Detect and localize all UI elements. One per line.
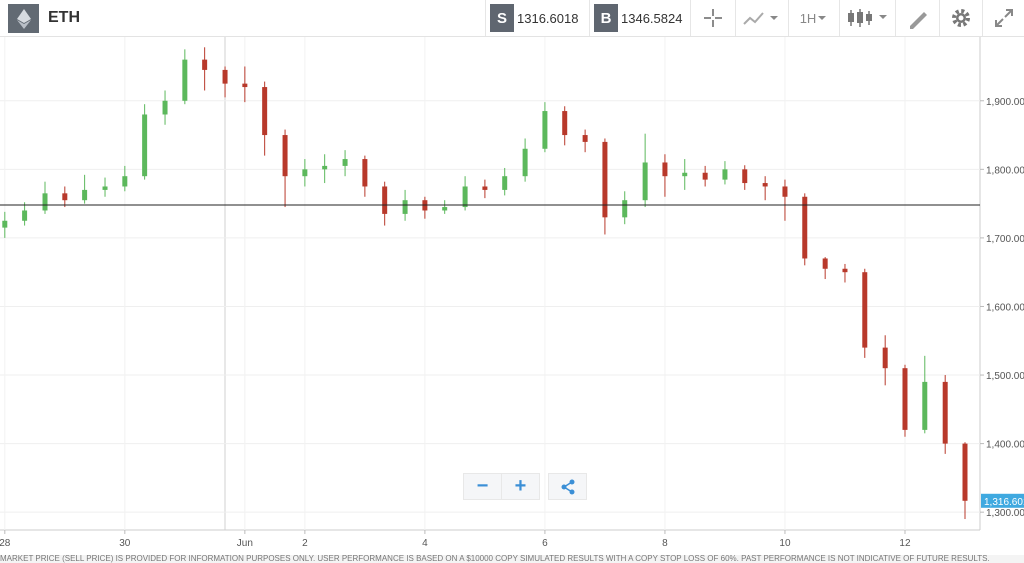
symbol-icon [8,4,39,33]
x-tick-label: 12 [899,538,911,549]
sell-badge: S [490,4,514,32]
candle-icon [847,9,887,27]
zoom-in-button[interactable]: + [501,473,540,500]
y-tick-label: 1,300.000 [986,508,1024,519]
candle-style-button[interactable] [839,0,895,36]
candle-body [302,169,308,177]
candle-body [742,169,748,184]
sell-price: 1316.6018 [517,10,579,26]
candle-body [542,111,548,149]
x-tick-label: 2 [302,538,308,549]
x-tick-label: 28 [0,538,11,549]
candle-body [862,272,868,348]
candle-body [602,141,608,218]
x-tick-label: 10 [779,538,791,549]
settings-button[interactable] [939,0,982,36]
candle-body [182,59,188,101]
chart-type-button[interactable] [735,0,788,36]
candle-body [222,69,228,84]
candle-body [142,114,148,177]
buy-price: 1346.5824 [621,10,683,26]
buy-button[interactable]: B 1346.5824 [589,0,689,36]
y-tick-label: 1,400.000 [986,440,1024,451]
fullscreen-icon [995,9,1013,27]
candle-body [322,165,328,170]
x-tick-label: Jun [237,538,253,549]
last-price-label: 1,316.601 [984,497,1024,508]
candle-body [2,220,8,228]
candle-body [962,443,968,501]
dropdown-icon [818,16,827,20]
candle-body [882,347,888,369]
candle-body [722,169,728,180]
zoom-out-button[interactable]: − [463,473,502,500]
candle-body [202,59,208,70]
x-tick-label: 6 [542,538,548,549]
x-tick-label: 8 [662,538,668,549]
candle-body [282,135,288,177]
y-tick-label: 1,800.000 [986,165,1024,176]
y-tick-label: 1,700.000 [986,234,1024,245]
symbol: ETH [48,9,80,26]
eth-logo [16,8,31,29]
candle-body [382,186,388,214]
candle-body [442,207,448,211]
candle-body [502,176,508,190]
candle-body [902,368,908,430]
crosshair-button[interactable] [690,0,735,36]
candle-body [42,193,48,211]
candle-body [642,162,648,201]
candle-body [362,159,368,187]
candle-body [822,258,828,269]
sell-button[interactable]: S 1316.6018 [485,0,588,36]
candle-body [482,186,488,190]
candle-body [802,196,808,259]
chart-type-icon [743,12,778,25]
candle-body [82,189,88,201]
candle-body [782,186,788,197]
candle-body [622,200,628,218]
candle-body [662,162,668,177]
y-tick-label: 1,900.000 [986,97,1024,108]
candle-body [462,186,468,208]
candle-body [402,200,408,214]
candle-body [682,172,688,177]
candle-body [582,135,588,142]
buy-badge: B [594,4,618,32]
candle-body [102,186,108,190]
candle-body [522,148,528,177]
fullscreen-button[interactable] [982,0,1024,36]
crosshair-icon [704,9,722,27]
candle-body [262,87,268,136]
toolbar: ETH S 1316.6018 B 1346.5824 1H [0,0,1024,37]
settings-icon [952,9,970,27]
draw-icon [909,12,927,29]
candle-body [842,268,848,273]
candle-body [22,210,28,221]
candle-body [702,172,708,180]
candle-body [242,83,248,88]
timeframe-button[interactable]: 1H [788,0,839,36]
chart: 1,300.000 1,400.000 1,500.000 1,600.000 1,70… [0,37,1024,549]
x-tick-label: 4 [422,538,428,549]
candle-body [62,193,68,201]
y-tick-label: 1,500.000 [986,371,1024,382]
timeframe: 1H [799,10,817,26]
last-price-tag [981,493,1024,508]
candle-body [562,111,568,136]
y-tick-label: 1,600.000 [986,302,1024,313]
share-icon [561,479,574,494]
draw-button[interactable] [895,0,939,36]
share-button[interactable] [548,473,587,500]
candle-body [922,381,928,430]
candle-body [342,159,348,166]
candle-body [762,183,768,187]
candle-body [162,100,168,115]
candle-body [122,176,128,187]
disclaimer: MARKET PRICE (SELL PRICE) IS PROVIDED FO… [0,555,1024,563]
candle-body [942,381,948,444]
x-tick-label: 30 [119,538,131,549]
